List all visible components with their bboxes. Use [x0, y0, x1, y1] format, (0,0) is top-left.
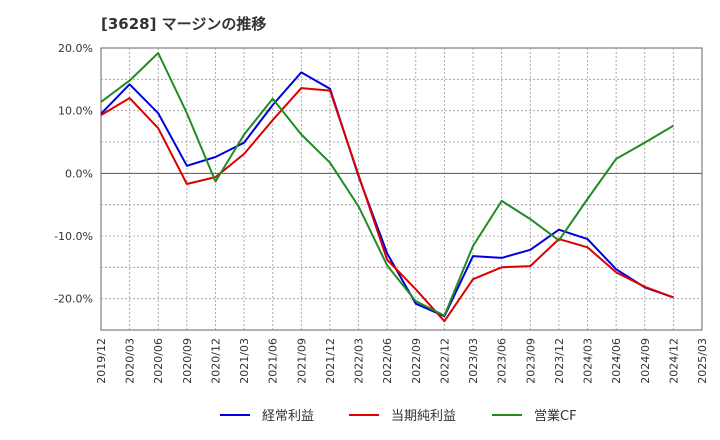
x-tick-label: 2025/03: [696, 338, 709, 384]
legend-label-1: 経常利益: [262, 409, 314, 424]
x-tick-label: 2023/09: [524, 338, 537, 384]
x-tick-label: 2024/06: [610, 338, 623, 384]
x-tick-label: 2022/12: [438, 338, 451, 384]
x-tick-label: 2023/12: [553, 338, 566, 384]
y-tick-label: 10.0%: [58, 105, 93, 118]
legend-label-3: 営業CF: [534, 408, 577, 424]
x-tick-label: 2020/09: [181, 338, 194, 384]
x-tick-label: 2020/06: [152, 338, 165, 384]
x-tick-label: 2024/03: [582, 338, 595, 384]
x-tick-label: 2021/03: [238, 338, 251, 384]
y-tick-label: 20.0%: [58, 42, 93, 55]
y-tick-label: -10.0%: [54, 230, 93, 243]
plot-frame: [100, 47, 703, 331]
x-tick-label: 2024/09: [639, 338, 652, 384]
x-tick-label: 2023/06: [496, 338, 509, 384]
y-tick-label: -20.0%: [54, 293, 93, 306]
series-line-1: [100, 71, 674, 318]
series-line-3: [100, 52, 674, 317]
x-tick-label: 2022/03: [353, 338, 366, 384]
x-tick-label: 2021/06: [267, 338, 280, 384]
series-line-2: [100, 87, 674, 323]
x-tick-label: 2024/12: [667, 338, 680, 384]
x-tick-label: 2020/12: [209, 338, 222, 384]
legend-label-2: 当期純利益: [391, 409, 456, 424]
x-tick-label: 2022/06: [381, 338, 394, 384]
chart-title: [3628] マージンの推移: [101, 15, 267, 33]
x-tick-label: 2022/09: [410, 338, 423, 384]
x-tick-label: 2023/03: [467, 338, 480, 384]
x-tick-label: 2019/12: [95, 338, 108, 384]
x-tick-label: 2021/09: [295, 338, 308, 384]
x-tick-label: 2021/12: [324, 338, 337, 384]
x-tick-label: 2020/03: [124, 338, 137, 384]
y-tick-label: 0.0%: [65, 167, 93, 180]
